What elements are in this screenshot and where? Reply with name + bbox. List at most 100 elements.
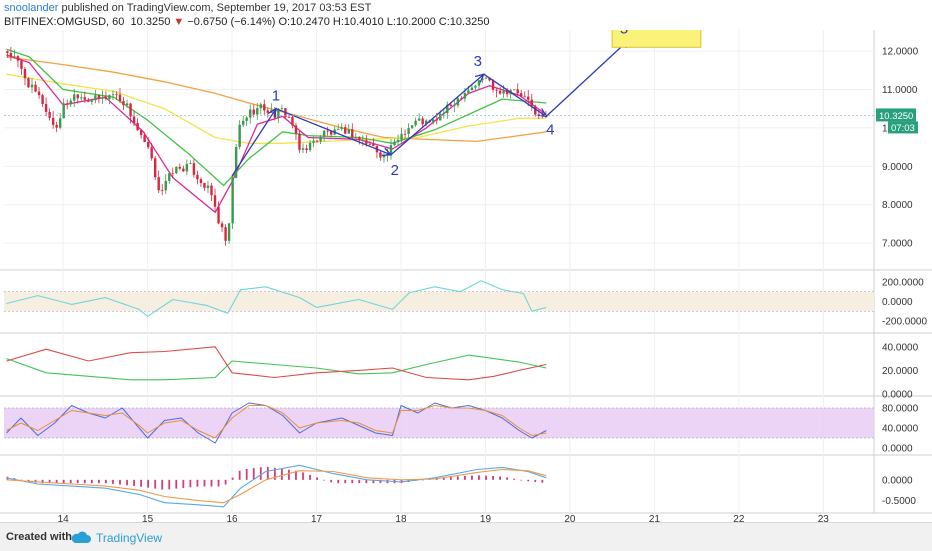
macd-histogram-bar xyxy=(534,479,537,482)
macd-histogram-bar xyxy=(330,479,333,483)
candle-body xyxy=(168,173,171,181)
high-label: H: xyxy=(332,16,344,28)
x-tick-label: 20 xyxy=(564,514,576,522)
indicator-tick-label: -200.0000 xyxy=(882,317,927,328)
candle-body xyxy=(442,113,445,114)
macd-histogram-bar xyxy=(69,479,72,484)
x-tick-label: 17 xyxy=(311,514,323,522)
candle-body xyxy=(256,108,259,115)
candle-body xyxy=(83,97,87,100)
macd-histogram-bar xyxy=(97,479,100,484)
candle-body xyxy=(161,190,164,192)
candle-body xyxy=(495,89,498,91)
candle-body xyxy=(287,116,291,118)
candle-body xyxy=(280,108,284,109)
macd-histogram-bar xyxy=(442,477,445,480)
candle-body xyxy=(446,104,449,114)
macd-histogram-bar xyxy=(506,477,509,480)
indicator-band xyxy=(4,291,874,312)
candle-body xyxy=(90,100,94,102)
macd-histogram-bar xyxy=(478,475,480,480)
candle-body xyxy=(238,124,241,147)
candle-body xyxy=(150,147,153,159)
candle-body xyxy=(129,103,132,117)
x-tick-label: 16 xyxy=(226,514,238,522)
candle-body xyxy=(210,185,213,196)
macd-histogram-bar xyxy=(231,477,234,480)
indicator-tick-label: 20.0000 xyxy=(882,366,919,377)
macd-histogram-bar xyxy=(309,474,311,480)
y-tick-label: 9.0000 xyxy=(882,162,913,173)
candle-body xyxy=(206,185,210,188)
candle-body xyxy=(516,89,519,94)
candle-body xyxy=(217,206,220,224)
wave-arrowhead xyxy=(474,73,485,83)
symbol-label: BITFINEX:OMGUSD, 60 xyxy=(4,16,125,28)
candle-body xyxy=(403,133,407,135)
candle-body xyxy=(354,137,358,138)
macd-histogram-bar xyxy=(161,479,164,490)
countdown-badge xyxy=(888,121,918,134)
macd-histogram-bar xyxy=(62,479,65,484)
chart-area[interactable]: 141516171819202122237.00008.00009.000010… xyxy=(0,30,932,522)
macd-histogram-bar xyxy=(351,479,354,484)
macd-histogram-bar xyxy=(295,470,297,480)
candle-body xyxy=(474,85,477,88)
indicator-tick-label: 0.0000 xyxy=(882,444,913,455)
macd-histogram-bar xyxy=(105,479,107,484)
candle-body xyxy=(259,104,262,109)
macd-histogram-bar xyxy=(55,479,58,484)
candle-body xyxy=(432,119,435,122)
macd-histogram-bar xyxy=(421,479,424,481)
candle-body xyxy=(20,60,23,69)
candle-body xyxy=(153,158,157,178)
candle-body xyxy=(298,133,301,150)
macd-histogram-bar xyxy=(273,467,276,480)
candle-body xyxy=(372,143,375,146)
candle-body xyxy=(505,90,509,95)
macd-histogram-bar xyxy=(485,475,487,480)
tradingview-brand-link[interactable]: TradingView xyxy=(96,531,163,545)
candle-body xyxy=(326,130,329,132)
candle-body xyxy=(108,95,111,100)
macd-line xyxy=(6,468,547,504)
indicator-tick-label: 0.0000 xyxy=(882,297,913,308)
close-label: C: xyxy=(438,16,450,28)
candle-body xyxy=(104,97,108,100)
macd-histogram-bar xyxy=(499,476,501,480)
candle-body xyxy=(294,125,298,134)
candle-body xyxy=(213,195,217,207)
tradingview-cloud-icon[interactable] xyxy=(70,529,92,545)
candle-body xyxy=(488,77,491,81)
candle-body xyxy=(477,80,481,86)
candle-body xyxy=(136,123,139,131)
candle-body xyxy=(541,114,544,116)
candle-body xyxy=(263,104,266,111)
candle-body xyxy=(502,90,505,94)
macd-histogram-bar xyxy=(288,469,290,480)
candle-body xyxy=(51,117,55,125)
macd-histogram-bar xyxy=(119,479,121,485)
macd-histogram-bar xyxy=(358,479,361,484)
candle-body xyxy=(157,177,160,191)
y-tick-label: 8.0000 xyxy=(882,200,913,211)
candle-body xyxy=(410,125,414,129)
candle-body xyxy=(266,110,270,113)
candle-body xyxy=(192,163,196,175)
candle-body xyxy=(97,95,101,99)
macd-histogram-bar xyxy=(379,479,382,484)
macd-histogram-bar xyxy=(252,468,255,480)
candle-body xyxy=(101,97,104,99)
countdown-label: 07:03 xyxy=(891,123,915,134)
author-link[interactable]: snoolander xyxy=(4,2,59,14)
candle-body xyxy=(73,94,76,101)
candle-body xyxy=(143,135,146,143)
last-price: 10.3250 xyxy=(130,16,171,28)
macd-histogram-bar xyxy=(456,476,459,480)
candle-body xyxy=(252,109,255,115)
candle-body xyxy=(30,84,34,88)
candle-body xyxy=(340,127,343,129)
low-value: 10.2000 xyxy=(395,16,436,28)
candle-body xyxy=(435,119,438,121)
ema-line xyxy=(6,56,547,143)
